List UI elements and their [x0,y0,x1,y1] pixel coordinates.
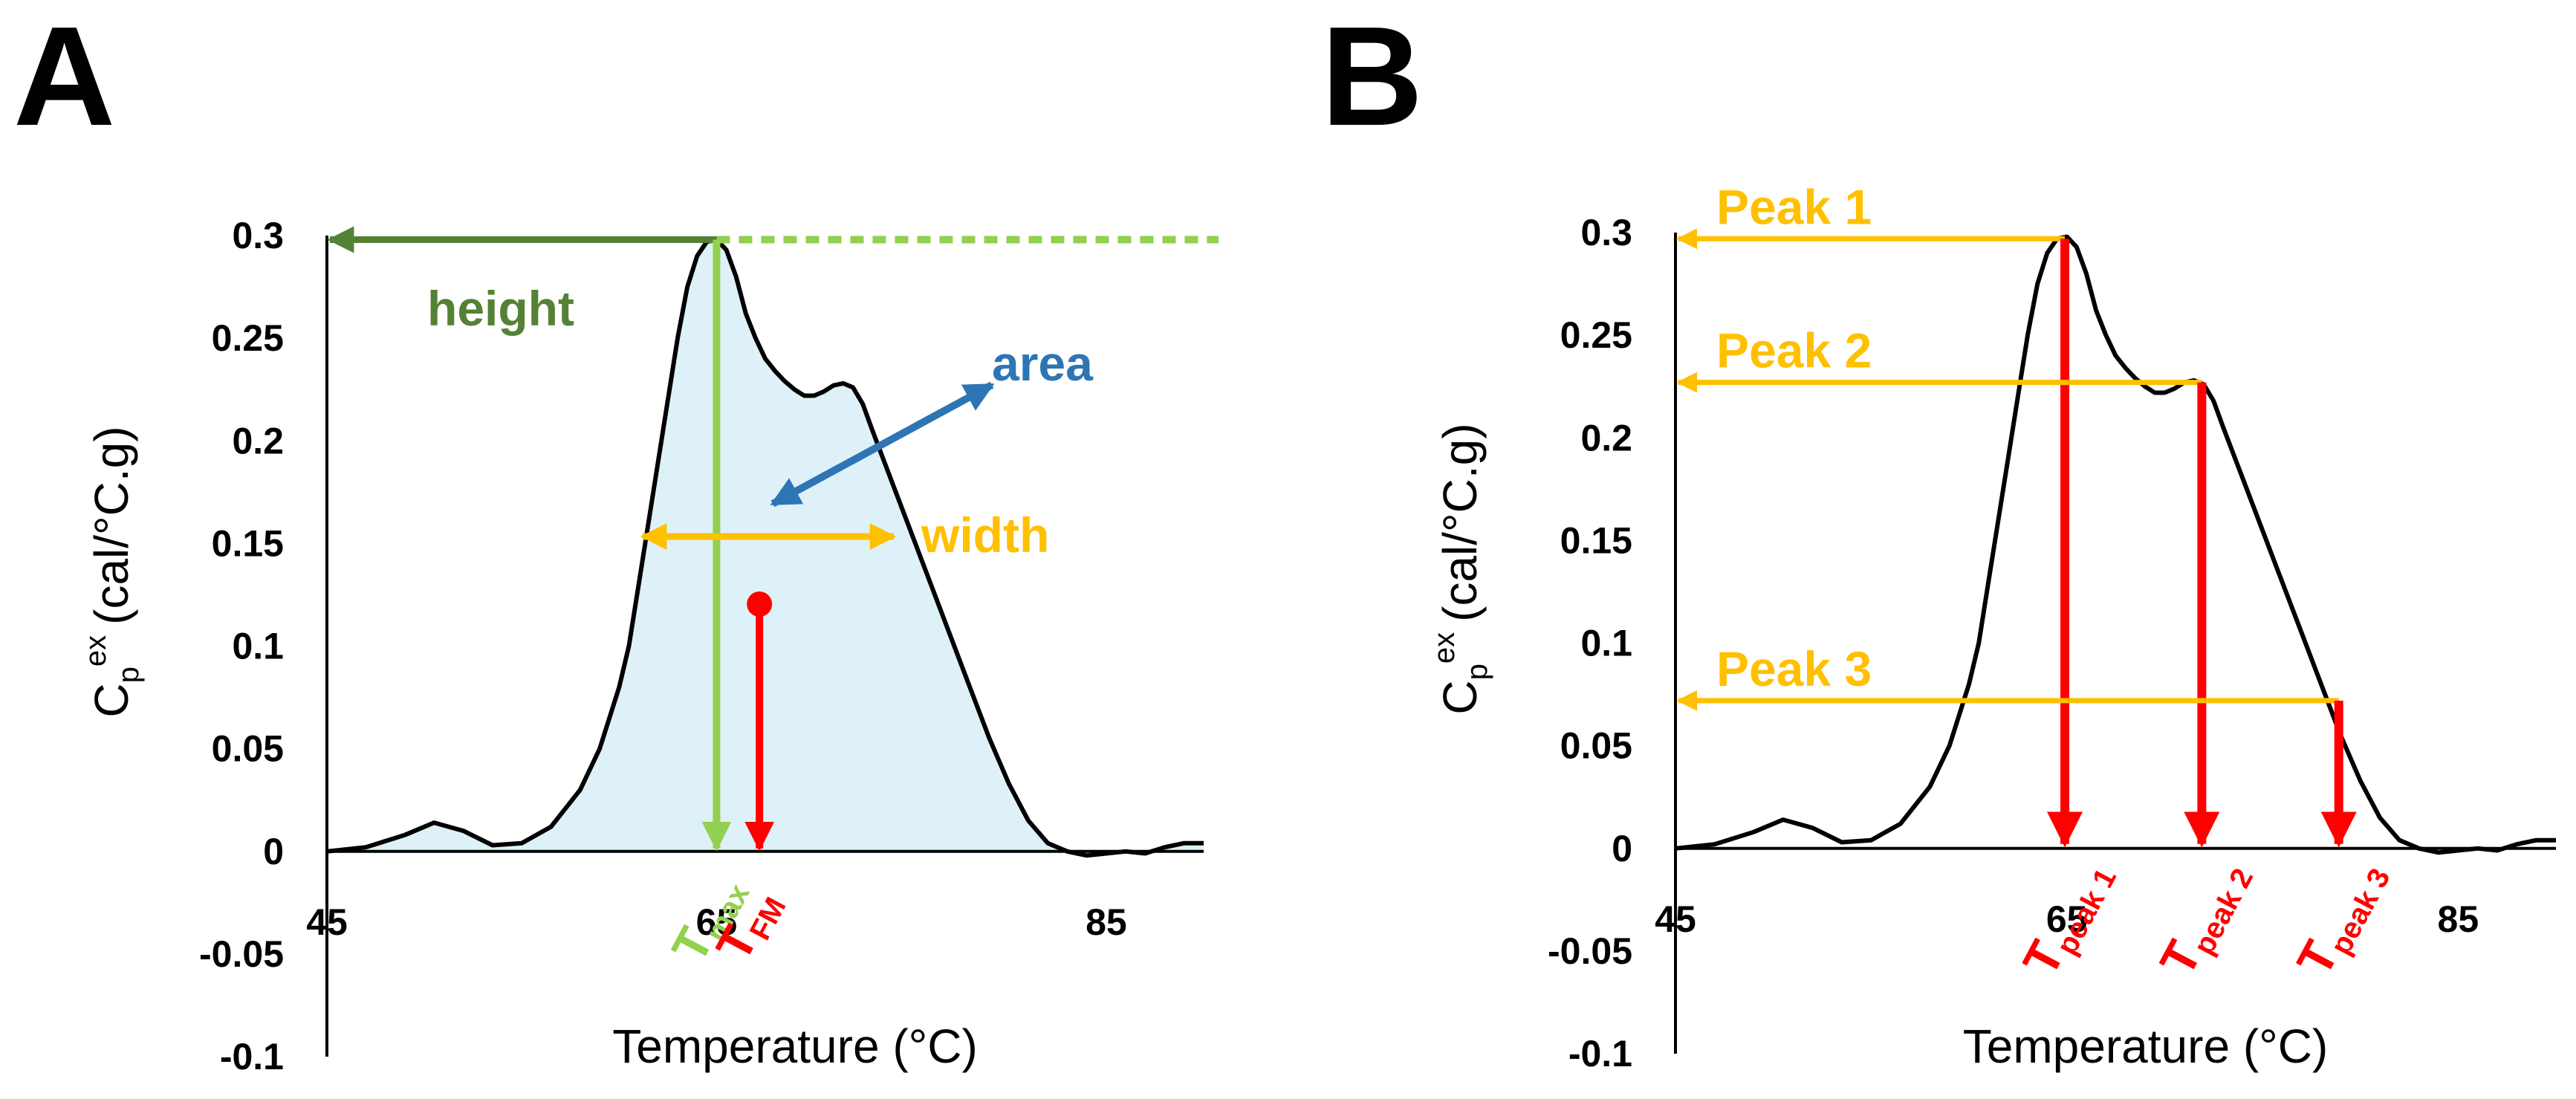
y-tick-label: 0.25 [1560,314,1632,356]
width-label: width [921,508,1049,563]
x-tick-label: 65 [2046,898,2088,940]
y-tick-label: -0.05 [1548,930,1632,972]
y-tick-label: 0.3 [1580,212,1632,253]
y-tick-labels: 0.3 0.25 0.2 0.15 0.1 0.05 0 -0.05 -0.1 [199,215,284,1077]
height-label: height [427,281,574,336]
area-label: area [992,336,1094,391]
y-title-sub: p [112,667,145,683]
y-tick-label: -0.05 [199,933,284,975]
y-tick-label: 0.2 [1580,417,1632,458]
panel-b: B 0.3 0.25 0.2 0.15 0.1 0.05 0 -0.05 -0.1 45 65 85… [1321,0,2556,1074]
tfm-start-dot [747,591,773,617]
panel-label-a: A [13,0,115,155]
y-title-sub: p [1461,664,1493,680]
y-axis-title: Cpex (cal/°C.g) [80,426,145,717]
y-tick-label: -0.1 [1568,1033,1632,1074]
y-title-units: (cal/°C.g) [85,426,138,624]
y-tick-label: 0.15 [1560,519,1632,561]
svg-text:Cpex(cal/°C.g): Cpex (cal/°C.g) [1428,423,1493,714]
y-tick-label: 0.2 [232,420,284,461]
panel-a: A 0.3 0.25 0.2 0.15 0.1 0.05 0 -0.05 -0.1 45 65 85… [13,0,1219,1077]
x-tick-labels: 45 65 85 [306,901,1127,943]
y-title-sup: ex [80,635,112,667]
y-tick-label: -0.1 [220,1036,284,1077]
peak-1-temperature-label: Tpeak 1 [2012,850,2123,987]
peak-temp-sub: peak 3 [2324,863,2396,961]
y-tick-label: 0 [1612,828,1632,869]
x-tick-label: 85 [1086,901,1127,943]
y-tick-label: 0.1 [232,626,284,667]
y-title-sup: ex [1428,632,1461,664]
y-tick-label: 0.05 [1560,725,1632,767]
panel-label-b: B [1321,0,1423,155]
x-axis-title: Temperature (°C) [1963,1019,2329,1073]
x-tick-label: 65 [696,901,738,943]
peak-3-label: Peak 3 [1716,641,1872,696]
y-tick-labels: 0.3 0.25 0.2 0.15 0.1 0.05 0 -0.05 -0.1 [1548,212,1632,1074]
peak-2-label: Peak 2 [1716,323,1872,378]
y-tick-label: 0 [263,831,284,872]
y-title-main: C [85,683,138,717]
y-tick-label: 0.3 [232,215,284,256]
peak-2-temperature-label: Tpeak 2 [2149,850,2259,987]
x-tick-label: 45 [1655,898,1696,940]
peak-3-temperature-label: Tpeak 3 [2286,850,2397,987]
y-tick-label: 0.15 [212,522,284,564]
y-title-main: C [1433,680,1487,714]
peak-1-label: Peak 1 [1716,179,1872,234]
area-arrow [770,381,995,508]
thermogram-curve [1675,234,2556,855]
y-axis-title: Cpex (cal/°C.g) [1428,423,1493,714]
y-tick-label: 0.05 [212,728,284,770]
x-tick-label: 85 [2438,898,2479,940]
svg-text:Cpex(cal/°C.g): Cpex (cal/°C.g) [80,426,145,717]
y-tick-label: 0.1 [1580,623,1632,664]
peak-temp-sub: peak 2 [2187,863,2259,961]
x-tick-label: 45 [306,901,348,943]
x-axis-title: Temperature (°C) [612,1019,978,1073]
thermogram-curve [326,237,1204,858]
y-tick-label: 0.25 [212,317,284,359]
peak-annotations: Peak 1 Tpeak 1 Peak 2 Tpeak 2 Peak 3 Tpeak 3 [1676,179,2397,987]
y-title-units: (cal/°C.g) [1433,423,1487,621]
x-tick-labels: 45 65 85 [1655,898,2479,940]
